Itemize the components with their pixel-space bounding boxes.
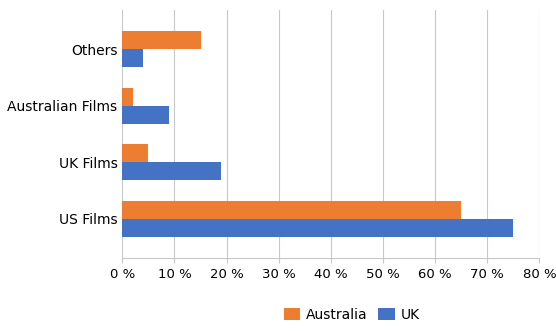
Bar <box>122 201 461 219</box>
Bar <box>122 144 148 162</box>
Bar <box>122 31 201 49</box>
Bar <box>122 106 169 124</box>
Bar <box>122 219 513 237</box>
Bar <box>122 49 143 68</box>
Bar <box>122 162 221 180</box>
Legend: Australia, UK: Australia, UK <box>278 302 425 327</box>
Bar <box>122 88 133 106</box>
